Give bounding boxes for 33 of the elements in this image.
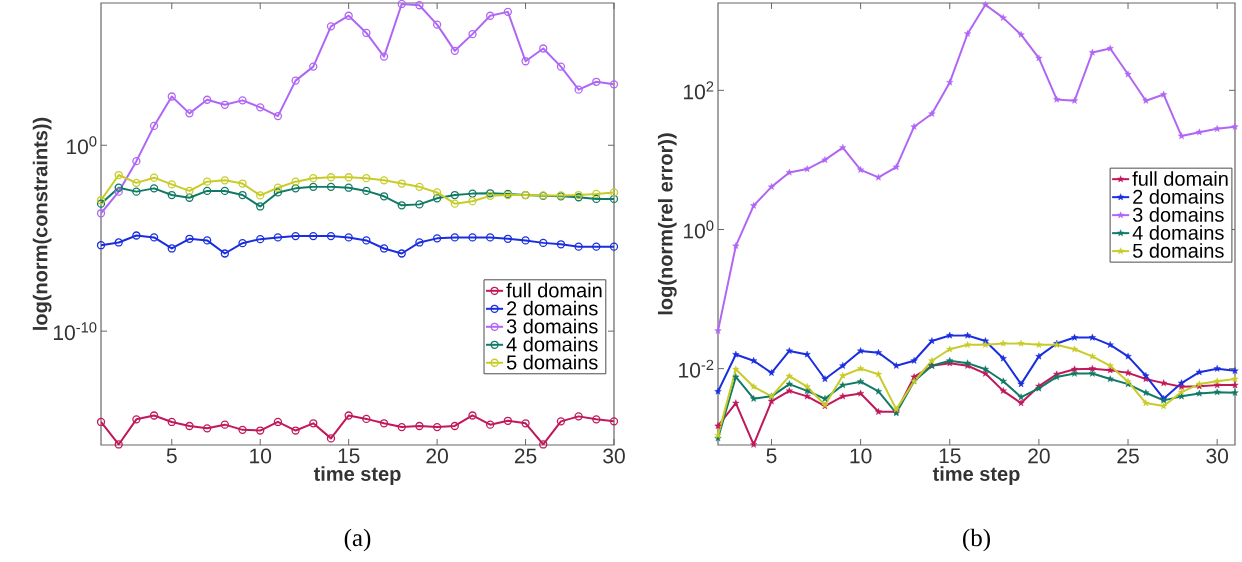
x-tick-label: 10 [250,448,272,464]
y-axis-title: log(norm(constraints)) [32,117,52,330]
legend-label: 2 domains [507,300,598,316]
legend-label: 4 domains [506,336,598,352]
legend-label: 5 domains [506,354,598,370]
legend-label: full domain [1132,171,1228,186]
legend-label: 3 domains [506,318,598,334]
x-tick-label: 25 [1117,448,1139,464]
x-axis-title: time step [932,466,1020,485]
legend-label: 5 domains [1132,243,1224,258]
legend-label: full domain [506,282,602,298]
x-axis-title: time step [313,466,401,485]
y-tick-label: 10$^{-10}$ [53,322,97,341]
x-tick-label: 30 [1206,448,1229,464]
x-tick-label: 20 [426,448,448,464]
x-tick-label: 5 [766,448,777,464]
legend-label: 4 domains [1132,225,1224,240]
x-tick-label: 5 [166,448,177,464]
x-tick-label: 10 [850,448,872,464]
text: (b) [963,528,990,552]
y-tick-label: 10$^{2}$ [684,81,714,100]
x-tick-label: 25 [514,448,537,464]
legend-label: 3 domains [1132,207,1224,222]
x-tick-label: 30 [603,448,625,464]
text: (a) [344,528,371,552]
x-tick-label: 20 [1028,448,1050,464]
y-tick-label: 10$^{-2}$ [679,359,714,378]
x-tick-label: 15 [338,448,360,464]
x-tick-label: 15 [939,448,961,464]
y-axis-title: log(norm(rel error)) [657,133,677,315]
legend-label: 2 domains [1133,189,1224,204]
y-tick-label: 10$^{0}$ [67,136,97,155]
y-tick-label: 10$^{0}$ [684,220,714,239]
